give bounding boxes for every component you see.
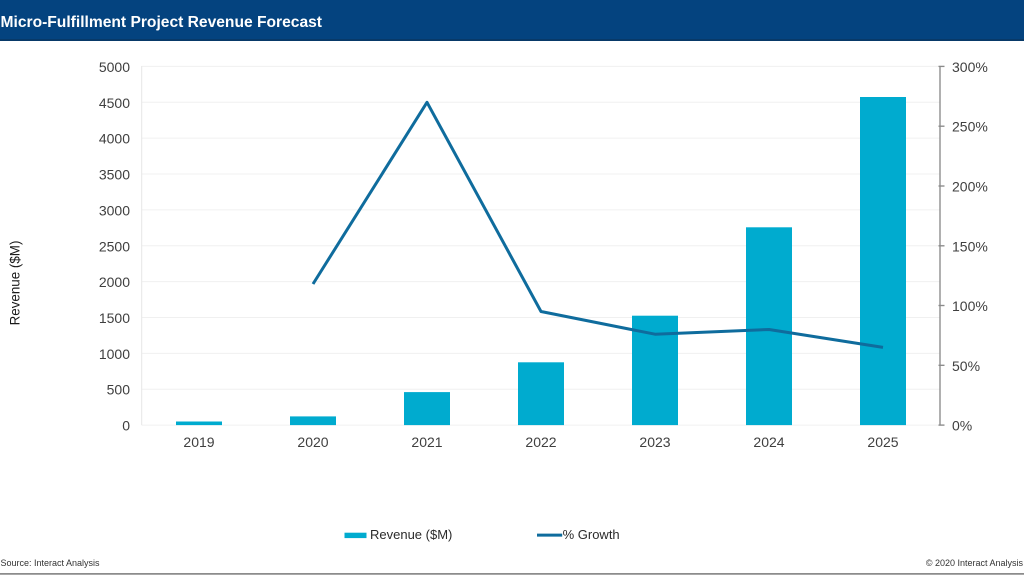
svg-text:300%: 300% [952, 59, 988, 75]
svg-text:2021: 2021 [411, 434, 442, 450]
svg-text:50%: 50% [952, 358, 980, 374]
svg-text:© 2020 Interact Analysis: © 2020 Interact Analysis [926, 558, 1024, 568]
svg-text:Source: Interact Analysis: Source: Interact Analysis [1, 558, 101, 568]
svg-text:% Growth: % Growth [563, 527, 620, 542]
svg-text:2023: 2023 [639, 434, 670, 450]
svg-text:0: 0 [122, 418, 130, 434]
svg-text:5000: 5000 [99, 59, 130, 75]
svg-text:2024: 2024 [753, 434, 784, 450]
svg-text:0%: 0% [952, 418, 972, 434]
svg-text:Revenue ($M): Revenue ($M) [8, 241, 23, 326]
svg-text:2500: 2500 [99, 238, 130, 254]
svg-text:3500: 3500 [99, 167, 130, 183]
svg-text:2000: 2000 [99, 274, 130, 290]
svg-text:1000: 1000 [99, 346, 130, 362]
svg-text:500: 500 [107, 382, 131, 398]
svg-text:2025: 2025 [867, 434, 898, 450]
svg-text:Revenue ($M): Revenue ($M) [370, 527, 452, 542]
svg-text:2022: 2022 [525, 434, 556, 450]
svg-text:2019: 2019 [183, 434, 214, 450]
svg-text:4500: 4500 [99, 95, 130, 111]
svg-text:1500: 1500 [99, 310, 130, 326]
svg-text:250%: 250% [952, 119, 988, 135]
svg-text:2020: 2020 [297, 434, 328, 450]
svg-text:150%: 150% [952, 238, 988, 254]
svg-text:100%: 100% [952, 298, 988, 314]
svg-text:4000: 4000 [99, 131, 130, 147]
svg-text:200%: 200% [952, 179, 988, 195]
svg-text:Micro-Fulfillment Project Reve: Micro-Fulfillment Project Revenue Foreca… [1, 14, 322, 31]
svg-text:3000: 3000 [99, 202, 130, 218]
